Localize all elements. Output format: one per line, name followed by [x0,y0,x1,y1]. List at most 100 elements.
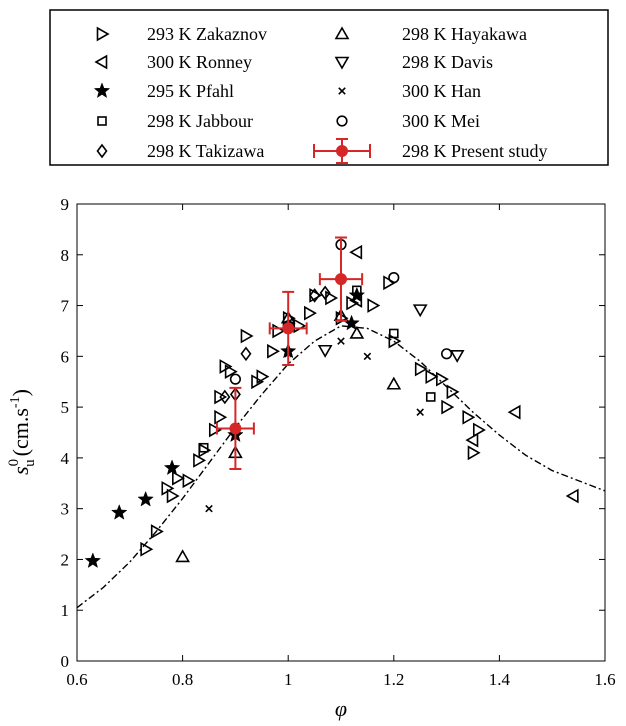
legend-marker [336,115,348,127]
data-point [137,490,154,507]
x-tick-label: 0.6 [66,670,87,689]
legend-entry: 300 K Ronney [94,52,252,72]
data-point [325,290,339,306]
data-point [304,305,317,321]
data-point [229,373,241,385]
y-tick-label: 6 [61,347,70,366]
y-tick-label: 1 [61,601,70,620]
trend-curve [76,325,606,609]
legend-entry: 293 K Zakaznov [96,24,267,44]
data-point [175,549,190,563]
legend-label: 298 K Jabbour [147,111,253,131]
data-point [205,504,213,513]
y-tick-label: 5 [61,398,70,417]
data-point [317,344,333,358]
data-point [272,323,286,339]
legend-label: 293 K Zakaznov [147,24,267,44]
data-point [214,409,228,425]
legend-label: 298 K Takizawa [147,141,264,161]
data-point [367,298,381,313]
y-axis-label-units-exp: -1 [8,396,23,408]
data-point [446,384,460,400]
legend-entry: 298 K Davis [334,52,493,72]
x-tick-label: 1.2 [383,670,404,689]
legend-entry: 298 K Jabbour [97,111,253,131]
legend-label: 295 K Pfahl [147,81,234,101]
series-300-k-ronney [349,244,579,504]
data-point [441,399,455,415]
svg-text:s0u(cm.s-1): s0u (cm.s-1) [6,389,38,475]
legend-label: 300 K Han [402,81,481,101]
legend-entry: 300 K Han [338,81,481,101]
data-point [84,552,102,569]
legend-label: 298 K Hayakawa [402,24,527,44]
data-point [208,422,222,438]
legend-entry: 298 K Present study [313,138,548,164]
legend-marker [338,87,346,95]
data-point [363,352,372,361]
y-axis-label-units-open: (cm.s [8,408,33,456]
y-tick-label: 0 [61,652,70,671]
data-point [214,389,228,405]
data-point [386,376,402,390]
data-point [425,369,439,385]
legend-marker [96,143,108,159]
series-298-k-davis [317,304,465,363]
data-point [441,348,453,360]
legend: 293 K Zakaznov 300 K Ronney 295 K Pfahl 298… [49,9,609,166]
data-point [388,328,399,339]
series-295-k-pfahl [84,286,366,569]
x-tick-label: 1 [284,670,293,689]
y-tick-label: 8 [61,246,70,265]
data-point [349,244,363,260]
data-point [198,442,209,453]
data-point [219,389,231,405]
data-point [565,488,579,504]
plot-frame [76,203,606,662]
legend-marker [94,54,108,70]
data-point [465,432,479,448]
data-point [467,445,481,461]
data-point [309,288,321,303]
series-298-k-hayakawa [175,308,402,563]
data-point [349,325,365,339]
data-point [462,409,476,425]
legend-entry: 298 K Takizawa [96,141,264,161]
data-point [182,473,196,489]
data-point [436,371,449,387]
data-point [352,285,362,296]
data-point [416,408,424,416]
data-point [425,392,436,402]
legend-marker [93,82,111,99]
y-axis-label-sub: u [22,459,38,467]
y-tick-label: 7 [61,297,70,316]
legend-label: 300 K Mei [402,111,480,131]
legend-marker [96,26,110,42]
x-tick-label: 1.4 [489,670,511,689]
data-point [319,285,331,301]
data-point [282,322,295,335]
y-tick-label: 4 [61,449,70,468]
data-point [229,422,242,435]
series-300-k-han [205,337,424,513]
data-point [472,422,486,438]
legend-box [49,9,609,166]
y-tick-label: 3 [61,500,70,519]
legend-marker [334,26,350,40]
series-298-k-jabbour [198,285,436,453]
data-point [449,350,465,363]
data-point [240,328,254,344]
data-point [256,369,270,385]
legend-entry: 298 K Hayakawa [334,24,527,44]
y-axis-label-sup: 0 [6,459,22,467]
y-tick-label: 2 [61,550,70,569]
data-point [110,504,128,520]
series-298-k-takizawa [219,285,331,405]
data-point [335,273,347,286]
x-axis-label-text: φ [335,696,347,721]
data-point [193,453,207,468]
data-point [224,364,238,379]
y-axis-label: s0u (cm.s-1) [6,389,38,475]
data-point [267,343,280,359]
